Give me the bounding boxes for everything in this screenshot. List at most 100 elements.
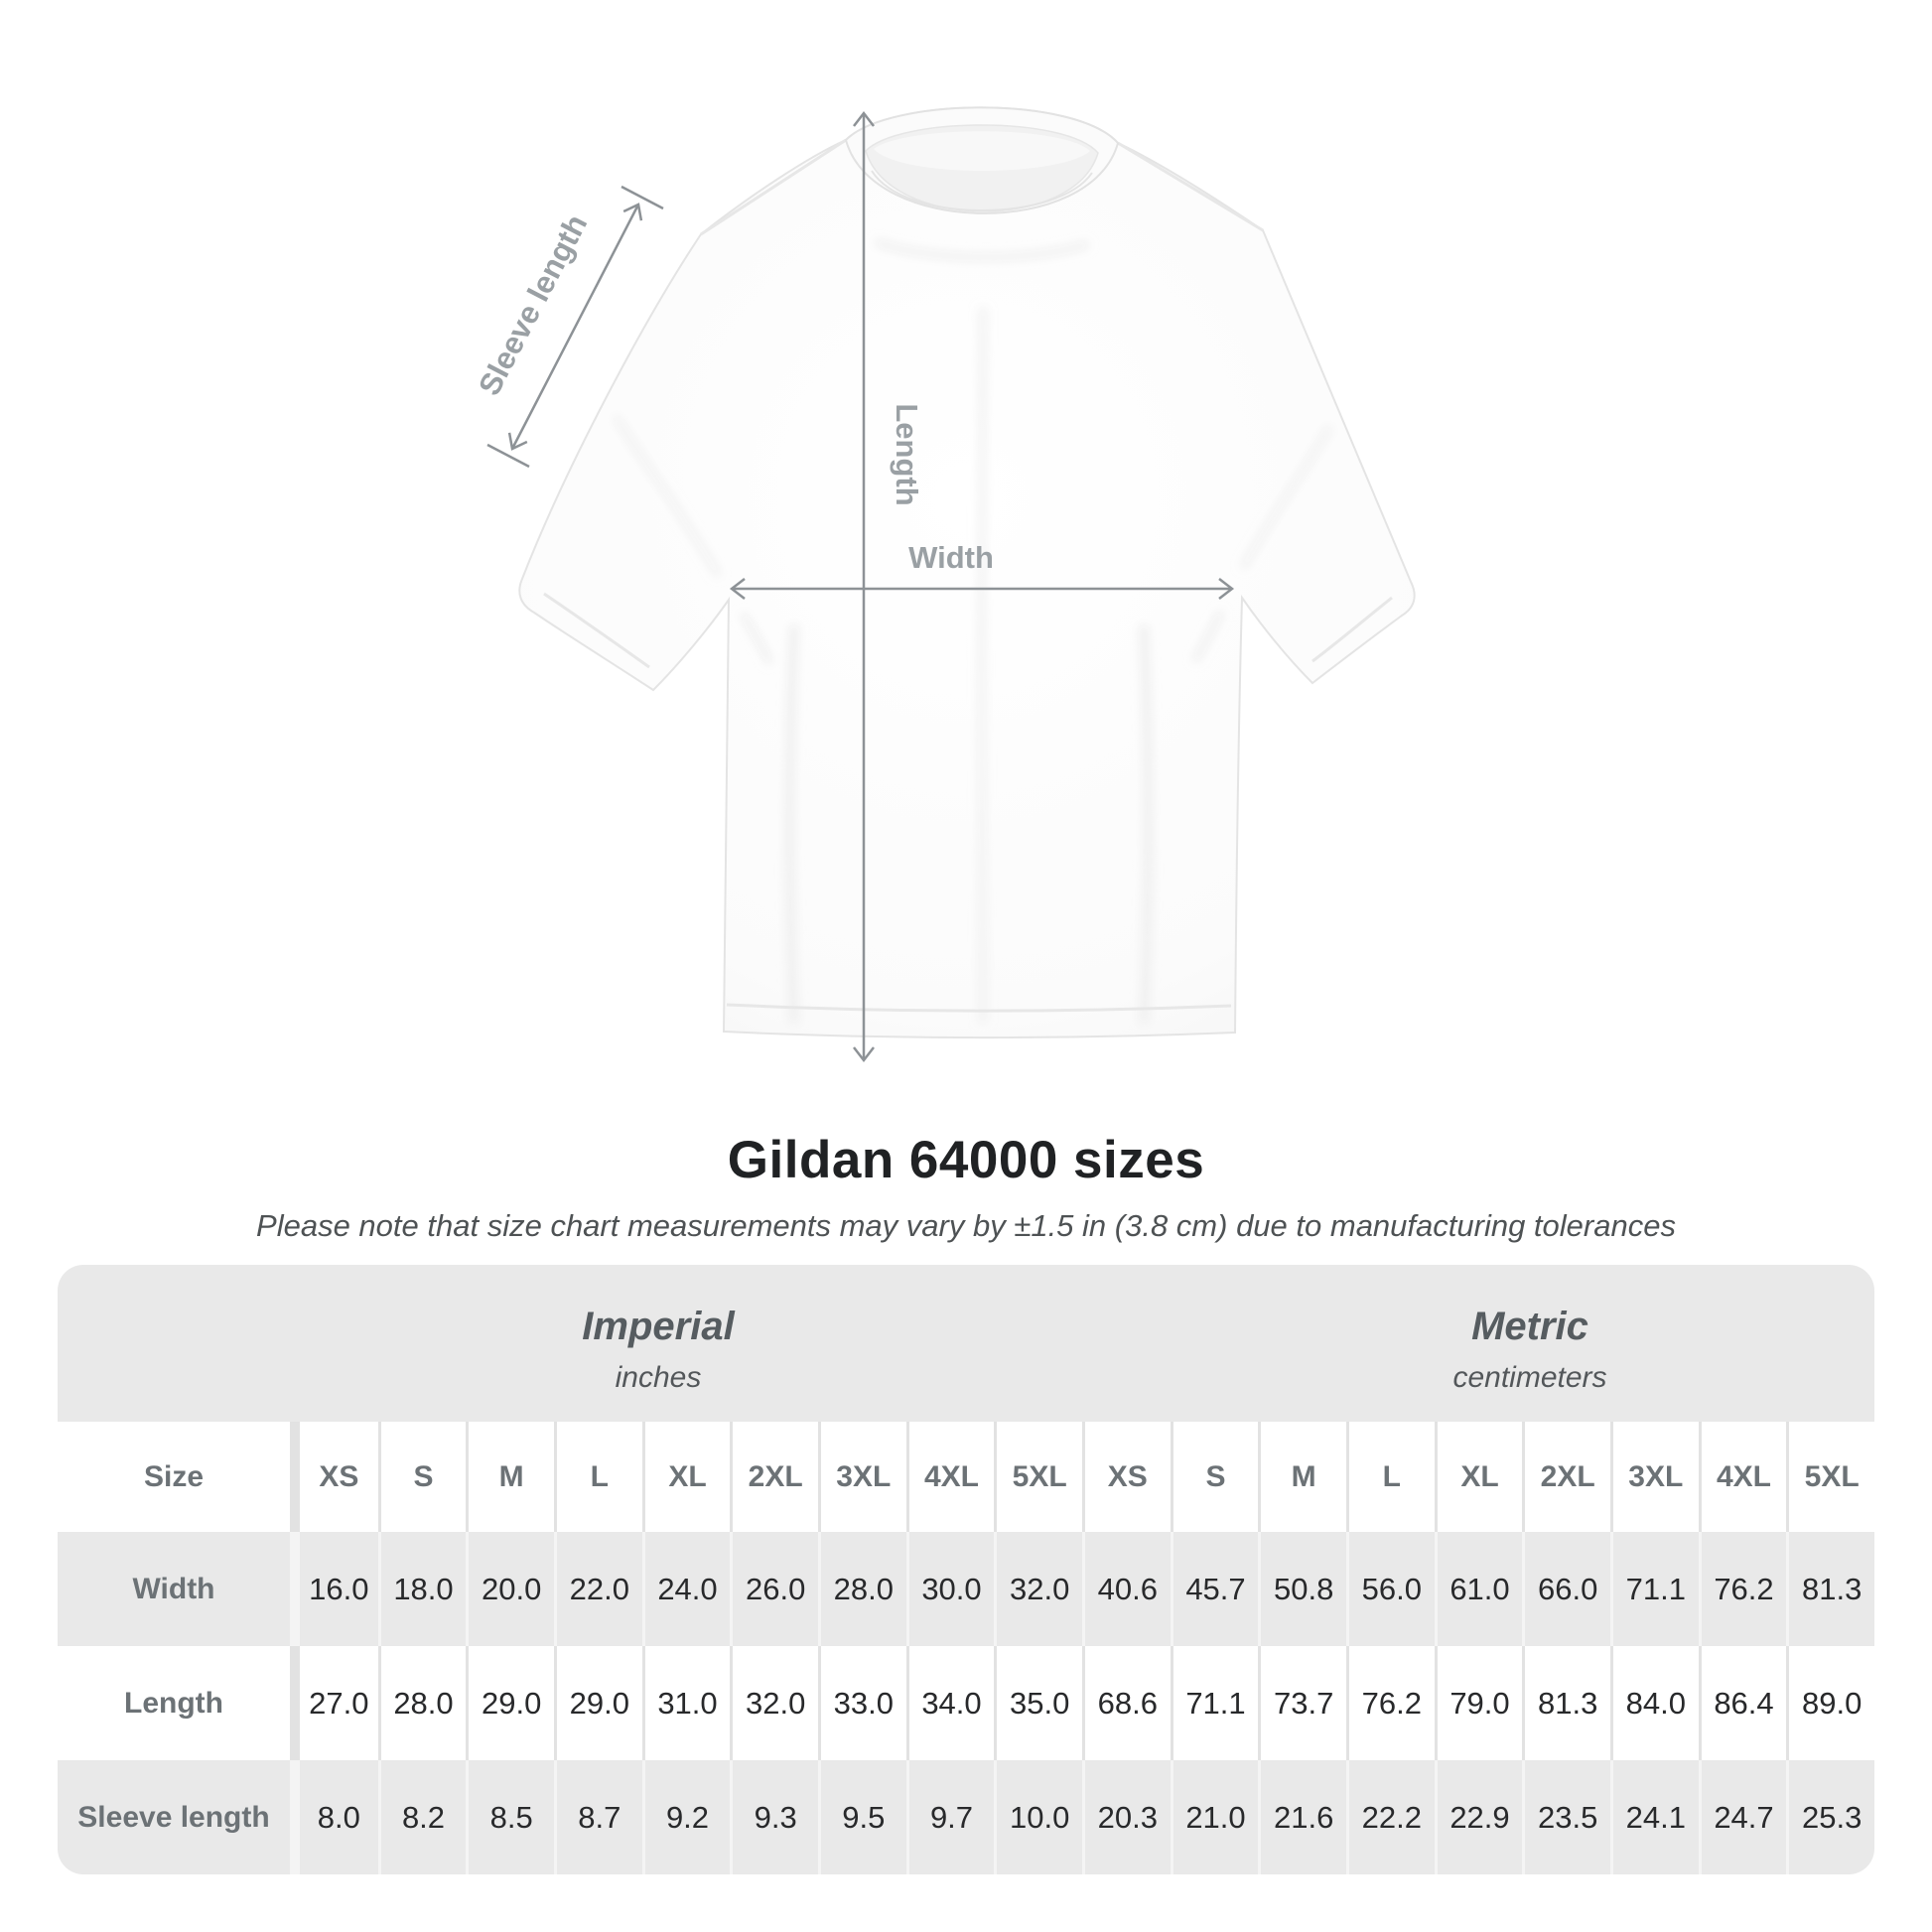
fabric-folds	[613, 239, 1333, 1024]
size-column-header: L	[553, 1422, 642, 1532]
length-value-cell: 35.0	[994, 1646, 1082, 1760]
sleeve-length-arrow	[507, 203, 643, 451]
sleeve-length-value-cell: 23.5	[1522, 1760, 1610, 1874]
width-value-cell: 18.0	[377, 1532, 467, 1646]
sleeve-length-value-cell: 10.0	[994, 1760, 1082, 1874]
seam-lines	[543, 138, 1393, 1013]
width-label: Width	[908, 540, 994, 575]
sleeve-length-value-cell: 21.6	[1258, 1760, 1346, 1874]
sleeve-length-value-cell: 9.7	[905, 1760, 995, 1874]
size-column-header: 4XL	[1698, 1422, 1787, 1532]
length-value-cell: 73.7	[1258, 1646, 1346, 1760]
size-column-header: XL	[1434, 1422, 1523, 1532]
imperial-group-name: Imperial	[582, 1304, 735, 1348]
length-label: Length	[890, 403, 924, 505]
width-value-cell: 24.0	[641, 1532, 731, 1646]
sleeve-length-value-cell: 20.3	[1081, 1760, 1171, 1874]
width-value-cell: 71.1	[1609, 1532, 1699, 1646]
size-column-header: 3XL	[817, 1422, 906, 1532]
length-value-cell: 68.6	[1081, 1646, 1171, 1760]
length-value-cell: 76.2	[1345, 1646, 1435, 1760]
page-title: Gildan 64000 sizes	[727, 1131, 1205, 1189]
size-column-header: 2XL	[1522, 1422, 1610, 1532]
length-value-cell: 28.0	[377, 1646, 467, 1760]
sleeve-length-value-cell: 22.2	[1345, 1760, 1435, 1874]
sleeve-length-row-label: Sleeve length	[77, 1800, 270, 1834]
length-value-cell: 81.3	[1522, 1646, 1610, 1760]
size-column-header: 5XL	[1786, 1422, 1874, 1532]
bottom-hem-stitch	[726, 1003, 1232, 1013]
tshirt-silhouette	[518, 106, 1416, 1039]
size-header-row: Size XS S M L XL 2XL 3XL 4XL 5XL XS S M L XL 2XL 3XL 4X…	[58, 1422, 1874, 1532]
sleeve-length-row: Sleeve length 8.0 8.2 8.5 8.7 9.2 9.3 9.5 9.7 10…	[58, 1760, 1874, 1874]
metric-group-name: Metric	[1471, 1304, 1588, 1348]
left-shoulder-seam	[700, 138, 847, 236]
sleeve-length-label: Sleeve length	[472, 208, 594, 400]
sleeve-length-value-cell: 24.1	[1609, 1760, 1699, 1874]
tshirt-image	[518, 106, 1416, 1039]
sleeve-arrow-top-tick	[621, 185, 664, 210]
width-value-cell: 22.0	[553, 1532, 642, 1646]
width-value-cell: 61.0	[1434, 1532, 1523, 1646]
size-column-header: S	[377, 1422, 467, 1532]
length-value-cell: 84.0	[1609, 1646, 1699, 1760]
size-column-header: L	[1345, 1422, 1435, 1532]
length-value-cell: 34.0	[905, 1646, 995, 1760]
sleeve-length-value-cell: 9.3	[730, 1760, 818, 1874]
size-header-label: Size	[143, 1459, 205, 1493]
length-value-cell: 71.1	[1170, 1646, 1259, 1760]
width-value-cell: 40.6	[1081, 1532, 1171, 1646]
sleeve-length-value-cell: 24.7	[1698, 1760, 1787, 1874]
width-value-cell: 56.0	[1345, 1532, 1435, 1646]
width-value-cell: 16.0	[290, 1532, 378, 1646]
size-column-header: S	[1170, 1422, 1259, 1532]
width-value-cell: 66.0	[1522, 1532, 1610, 1646]
length-value-cell: 86.4	[1698, 1646, 1787, 1760]
width-value-cell: 32.0	[994, 1532, 1082, 1646]
width-value-cell: 45.7	[1170, 1532, 1259, 1646]
sleeve-arrow-bottom-tick	[486, 443, 530, 469]
width-value-cell: 20.0	[466, 1532, 554, 1646]
sleeve-length-value-cell: 8.5	[466, 1760, 554, 1874]
left-sleeve-hem-stitch	[543, 592, 650, 669]
width-value-cell: 76.2	[1698, 1532, 1787, 1646]
measurement-annotations	[486, 110, 1235, 1063]
width-value-cell: 30.0	[905, 1532, 995, 1646]
length-value-cell: 29.0	[466, 1646, 554, 1760]
size-column-header: 3XL	[1609, 1422, 1699, 1532]
size-column-header: XS	[290, 1422, 378, 1532]
sleeve-length-value-cell: 9.5	[817, 1760, 906, 1874]
length-value-cell: 29.0	[553, 1646, 642, 1760]
size-column-header: XL	[641, 1422, 731, 1532]
length-value-cell: 27.0	[290, 1646, 378, 1760]
width-value-cell: 28.0	[817, 1532, 906, 1646]
metric-group-header: Metric centimeters	[1452, 1265, 1606, 1428]
title-block: Gildan 64000 sizes Please note that size…	[0, 1130, 1932, 1244]
right-shoulder-seam	[1117, 141, 1264, 232]
unit-group-header-row: Imperial inches Metric centimeters	[58, 1265, 1874, 1422]
sleeve-length-value-cell: 8.7	[553, 1760, 642, 1874]
tolerance-note: Please note that size chart measurements…	[256, 1208, 1676, 1243]
size-column-header: M	[466, 1422, 554, 1532]
width-row-label: Width	[132, 1572, 215, 1605]
sleeve-length-value-cell: 8.2	[377, 1760, 467, 1874]
size-table: Imperial inches Metric centimeters Size …	[58, 1265, 1874, 1874]
size-column-header: M	[1258, 1422, 1346, 1532]
right-sleeve-hem-stitch	[1311, 596, 1393, 663]
length-row: Length 27.0 28.0 29.0 29.0 31.0 32.0 33.0 34.0 3…	[58, 1646, 1874, 1760]
length-value-cell: 32.0	[730, 1646, 818, 1760]
tshirt-measurement-figure: Sleeve length Length Width	[472, 106, 1416, 1063]
length-value-cell: 33.0	[817, 1646, 906, 1760]
length-row-label: Length	[124, 1686, 223, 1720]
size-column-header: 5XL	[994, 1422, 1082, 1532]
length-value-cell: 31.0	[641, 1646, 731, 1760]
sleeve-length-value-cell: 8.0	[290, 1760, 378, 1874]
size-column-header: XS	[1081, 1422, 1171, 1532]
width-value-cell: 50.8	[1258, 1532, 1346, 1646]
size-column-header: 2XL	[730, 1422, 818, 1532]
collar	[844, 106, 1120, 214]
imperial-group-header: Imperial inches	[582, 1265, 734, 1428]
sleeve-length-value-cell: 9.2	[641, 1760, 731, 1874]
metric-group-unit: centimeters	[1452, 1360, 1607, 1394]
